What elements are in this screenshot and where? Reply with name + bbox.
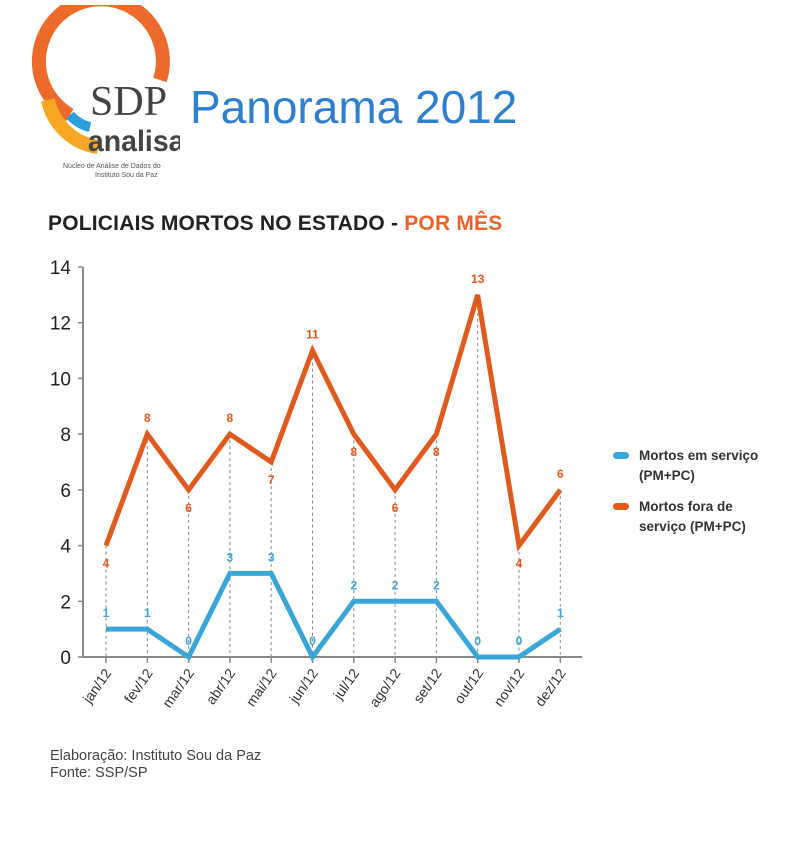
- data-label: 0: [474, 634, 481, 648]
- x-tick-label: set/12: [410, 665, 445, 706]
- data-label: 2: [433, 578, 440, 592]
- x-tick-label: ago/12: [366, 665, 404, 709]
- x-tick-label: dez/12: [532, 665, 569, 709]
- page-title: Panorama 2012: [190, 81, 518, 133]
- data-label: 1: [557, 606, 564, 620]
- data-label: 4: [103, 557, 110, 571]
- y-tick-label: 0: [60, 648, 71, 669]
- chart-title-main: POLICIAIS MORTOS NO ESTADO -: [48, 212, 405, 235]
- legend-label: Mortos fora de: [639, 499, 733, 514]
- y-tick-label: 12: [50, 314, 71, 335]
- y-tick-label: 10: [50, 369, 71, 390]
- y-tick-label: 6: [60, 481, 71, 502]
- svg-text:analisa: analisa: [88, 125, 180, 158]
- svg-text:SDP: SDP: [90, 79, 167, 125]
- legend-label: serviço (PM+PC): [639, 519, 746, 534]
- x-tick-label: mai/12: [242, 665, 279, 709]
- x-tick-label: fev/12: [121, 665, 156, 706]
- data-label: 4: [516, 557, 523, 571]
- data-label: 6: [185, 501, 192, 515]
- y-tick-label: 8: [60, 425, 71, 446]
- legend-item-em-servico: Mortos em serviço (PM+PC): [613, 446, 758, 486]
- x-tick-label: nov/12: [490, 665, 527, 709]
- footer: Elaboração: Instituto Sou da Paz Fonte: …: [50, 748, 261, 782]
- series-line-1: [103, 294, 563, 552]
- chart-title-highlight: POR MÊS: [404, 212, 503, 235]
- chart-title: POLICIAIS MORTOS NO ESTADO - POR MÊS: [48, 212, 502, 236]
- svg-text:Instituto Sou da Paz: Instituto Sou da Paz: [95, 172, 158, 179]
- data-label: 3: [268, 550, 275, 564]
- x-tick-label: abr/12: [202, 665, 238, 707]
- data-label: 2: [350, 578, 357, 592]
- x-tick-label: out/12: [451, 665, 487, 706]
- y-tick-label: 4: [60, 537, 71, 558]
- y-tick-label: 2: [60, 592, 71, 613]
- data-label: 7: [268, 473, 275, 487]
- data-label: 0: [185, 634, 192, 648]
- y-tick-label: 14: [50, 258, 72, 279]
- x-tick-label: jun/12: [285, 665, 321, 706]
- legend-label: Mortos em serviço: [639, 448, 759, 463]
- legend-item-fora-servico: Mortos fora de serviço (PM+PC): [613, 497, 746, 537]
- legend-swatch: [613, 452, 629, 459]
- x-tick-label: jan/12: [79, 665, 115, 706]
- data-label: 13: [471, 272, 485, 286]
- data-label: 1: [103, 606, 110, 620]
- svg-text:Núcleo de Análise de Dados do: Núcleo de Análise de Dados do: [63, 163, 161, 170]
- data-label: 8: [350, 445, 357, 459]
- data-label: 6: [392, 501, 399, 515]
- data-label: 3: [227, 550, 234, 564]
- data-label: 0: [309, 634, 316, 648]
- data-label: 1: [144, 606, 151, 620]
- data-label: 11: [306, 328, 319, 342]
- series-line-0: [106, 570, 562, 662]
- x-tick-label: jul/12: [329, 665, 362, 703]
- legend-swatch: [613, 503, 629, 510]
- footer-credit: Elaboração: Instituto Sou da Paz: [50, 748, 262, 764]
- footer-source: Fonte: SSP/SP: [50, 765, 148, 781]
- data-label: 0: [516, 634, 523, 648]
- sdp-analisa-logo: SDP analisa Núcleo de Análise de Dados d…: [31, 5, 180, 179]
- x-tick-label: mar/12: [159, 665, 197, 710]
- legend-label: (PM+PC): [639, 468, 695, 483]
- data-label: 2: [392, 578, 399, 592]
- data-label: 8: [144, 411, 151, 425]
- data-label: 6: [557, 467, 564, 481]
- data-label: 8: [433, 445, 440, 459]
- data-label: 8: [227, 411, 234, 425]
